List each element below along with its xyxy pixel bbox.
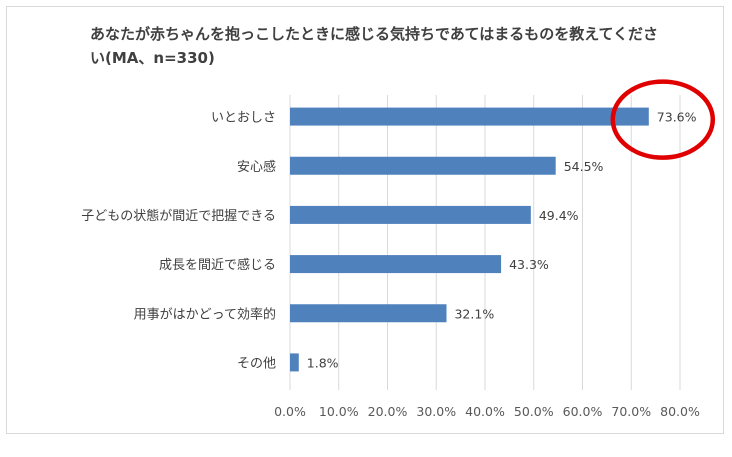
category-label: その他: [237, 356, 276, 371]
highlight-circle: [610, 79, 716, 160]
category-label: いとおしさ: [211, 111, 276, 126]
chart-frame: [6, 6, 724, 434]
bar: [290, 205, 531, 224]
value-label: 73.6%: [657, 110, 697, 125]
x-tick-label: 0.0%: [274, 404, 306, 419]
chart-title: あなたが赤ちゃんを抱っこしたときに感じる気持ちであてはまるものを教えてください(…: [90, 25, 659, 67]
x-tick-label: 10.0%: [319, 404, 359, 419]
value-label: 32.1%: [454, 306, 494, 321]
value-label: 43.3%: [509, 257, 549, 272]
bar: [290, 156, 556, 175]
x-tick-label: 20.0%: [368, 404, 408, 419]
category-label: 成長を間近で感じる: [159, 257, 276, 273]
bar: [290, 255, 502, 274]
value-label: 49.4%: [539, 208, 579, 223]
bar: [290, 107, 649, 126]
category-label: 安心感: [237, 159, 276, 175]
value-label: 1.8%: [307, 355, 339, 370]
x-tick-label: 30.0%: [416, 404, 456, 419]
x-tick-label: 70.0%: [611, 404, 651, 419]
bar: [290, 353, 299, 372]
category-label: 用事がはかどって効率的: [134, 306, 276, 322]
category-label: 子どもの状態が間近で把握できる: [81, 208, 276, 224]
value-label: 54.5%: [564, 159, 604, 174]
bar: [290, 304, 447, 323]
x-tick-label: 40.0%: [465, 404, 505, 419]
x-tick-label: 60.0%: [563, 404, 603, 419]
x-tick-label: 50.0%: [514, 404, 554, 419]
x-tick-label: 80.0%: [660, 404, 700, 419]
